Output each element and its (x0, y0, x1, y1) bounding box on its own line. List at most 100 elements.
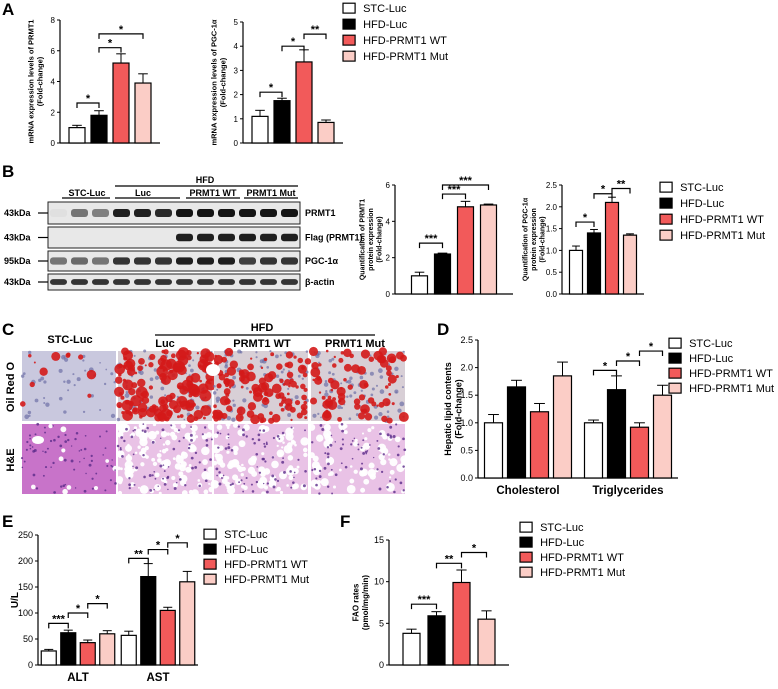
lipid-droplet (65, 353, 71, 358)
vacuole (197, 479, 201, 482)
nucleus (353, 437, 356, 440)
nucleus (148, 473, 152, 477)
significance-bracket (76, 102, 100, 109)
nucleus (337, 405, 342, 410)
lipid-droplet (176, 382, 184, 390)
nucleus (226, 415, 232, 421)
nucleus (42, 474, 45, 477)
vacuole (126, 465, 133, 472)
nucleus (163, 470, 166, 472)
nucleus (283, 471, 286, 474)
legend-swatch (342, 2, 356, 14)
legend-swatch (342, 18, 356, 30)
y-tick-label: 1.5 (460, 390, 473, 400)
y-tick-label: 2.0 (546, 203, 558, 212)
significance-label: * (472, 543, 477, 555)
vacuole (225, 421, 231, 427)
lipid-droplet (224, 398, 231, 405)
lipid-droplet (271, 413, 281, 423)
lipid-droplet (340, 351, 345, 355)
y-tick-label: 2 (386, 254, 391, 263)
nucleus (166, 476, 169, 480)
vacuole (243, 424, 250, 431)
legend-a: STC-Luc HFD-Luc HFD-PRMT1 WT HFD-PRMT1 Mut (342, 2, 448, 63)
lipid-droplet (368, 356, 375, 362)
nucleus (203, 426, 207, 429)
lipid-droplet (388, 356, 396, 364)
blot-strip (47, 273, 301, 291)
y-tick-label: 250 (18, 530, 33, 540)
legend-swatch (203, 528, 217, 540)
vacuole (117, 490, 123, 496)
nucleus (311, 468, 314, 472)
nucleus (102, 454, 104, 456)
nucleus (290, 426, 293, 429)
nucleus (251, 437, 255, 441)
vacuole (207, 422, 216, 430)
nucleus (258, 471, 262, 474)
nucleus (376, 439, 379, 442)
bar (251, 115, 269, 144)
nucleus (66, 379, 71, 384)
vacuole (155, 430, 160, 435)
nucleus (57, 435, 60, 439)
nucleus (346, 395, 349, 398)
lipid-droplet (217, 416, 222, 421)
lipid-droplet (178, 400, 182, 404)
blot-kda-label: 43kDa (4, 233, 32, 243)
nucleus (182, 436, 185, 439)
nucleus (321, 428, 325, 431)
blot-band (50, 209, 67, 217)
vacuole (216, 424, 223, 430)
vacuole (364, 437, 368, 441)
lipid-droplet (318, 363, 322, 367)
vacuole (361, 432, 365, 435)
histo-col-wt: PRMT1 WT (233, 338, 291, 350)
vacuole (241, 466, 246, 472)
vacuole (172, 457, 176, 461)
vacuole (387, 453, 391, 456)
legend-label: HFD-PRMT1 Mut (224, 574, 309, 586)
nucleus (378, 487, 382, 491)
significance-label: *** (425, 233, 439, 245)
nucleus (216, 474, 218, 477)
nucleus (106, 464, 109, 467)
legend-swatch (659, 229, 673, 241)
vacuole (60, 426, 67, 433)
lipid-droplet (332, 363, 337, 368)
vacuole (211, 444, 221, 454)
nucleus (26, 440, 29, 444)
nucleus (53, 491, 56, 494)
nucleus (183, 418, 186, 421)
nucleus (357, 443, 360, 446)
nucleus (261, 457, 265, 461)
nucleus (334, 441, 336, 443)
blot-strip (47, 201, 301, 225)
nucleus (128, 487, 131, 490)
legend-label: HFD-PRMT1 Mut (689, 383, 774, 395)
nucleus (278, 438, 281, 440)
vacuole (164, 480, 168, 484)
lipid-droplet (176, 395, 188, 408)
y-tick-label: 15 (374, 535, 384, 545)
lipid-droplet (118, 373, 122, 377)
legend-b: STC-Luc HFD-Luc HFD-PRMT1 WT HFD-PRMT1 Mut (659, 181, 765, 242)
nucleus (364, 450, 368, 454)
vacuole (152, 461, 158, 467)
lipid-droplet (209, 382, 212, 385)
nucleus (76, 377, 81, 382)
significance-bracket (128, 557, 149, 564)
vacuole (233, 422, 239, 428)
nucleus (378, 412, 383, 417)
nucleus (325, 390, 328, 393)
nucleus (72, 373, 75, 376)
nucleus (239, 350, 243, 354)
y-axis-label: protein expression (531, 208, 538, 271)
vacuole (320, 478, 329, 487)
vacuole (138, 421, 147, 430)
nucleus (379, 389, 385, 394)
lipid-droplet (141, 396, 150, 404)
lipid-droplet (214, 354, 218, 358)
y-tick-label: 0.5 (460, 445, 473, 455)
vacuole (171, 434, 178, 441)
